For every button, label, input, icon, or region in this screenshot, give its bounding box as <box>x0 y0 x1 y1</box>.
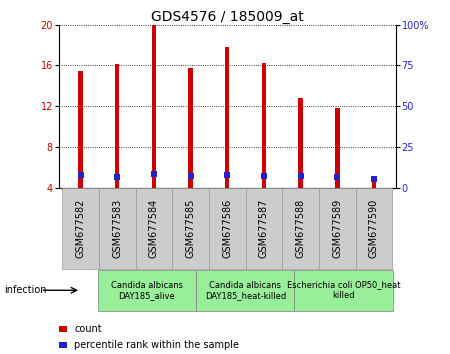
Text: GSM677583: GSM677583 <box>112 199 122 258</box>
Bar <box>59 326 68 332</box>
Bar <box>356 188 392 269</box>
Bar <box>335 108 339 188</box>
Text: GSM677589: GSM677589 <box>332 199 342 258</box>
Bar <box>209 188 246 269</box>
Title: GDS4576 / 185009_at: GDS4576 / 185009_at <box>151 10 304 24</box>
Text: GSM677588: GSM677588 <box>296 199 306 258</box>
Bar <box>78 70 83 188</box>
Bar <box>196 270 294 311</box>
Text: GSM677590: GSM677590 <box>369 199 379 258</box>
Bar <box>372 177 376 188</box>
Bar <box>152 25 156 188</box>
Text: GSM677587: GSM677587 <box>259 199 269 258</box>
Text: GSM677582: GSM677582 <box>76 199 86 258</box>
Bar <box>99 188 135 269</box>
Text: GSM677586: GSM677586 <box>222 199 232 258</box>
Text: Escherichia coli OP50_heat
killed: Escherichia coli OP50_heat killed <box>287 281 400 300</box>
Bar <box>319 188 356 269</box>
Bar <box>62 188 99 269</box>
Bar <box>282 188 319 269</box>
Text: GSM677584: GSM677584 <box>149 199 159 258</box>
Bar <box>298 98 303 188</box>
Text: percentile rank within the sample: percentile rank within the sample <box>74 340 239 350</box>
Bar <box>225 47 230 188</box>
Bar <box>246 188 282 269</box>
Bar <box>189 68 193 188</box>
Text: Candida albicans
DAY185_alive: Candida albicans DAY185_alive <box>111 281 183 300</box>
Text: GSM677585: GSM677585 <box>185 199 196 258</box>
Bar <box>59 342 68 348</box>
Text: count: count <box>74 324 102 334</box>
Bar <box>98 270 196 311</box>
Text: infection: infection <box>4 285 47 295</box>
Text: Candida albicans
DAY185_heat-killed: Candida albicans DAY185_heat-killed <box>205 281 286 300</box>
Bar <box>294 270 393 311</box>
Bar <box>135 188 172 269</box>
Bar <box>115 64 119 188</box>
Bar <box>172 188 209 269</box>
Bar <box>262 63 266 188</box>
